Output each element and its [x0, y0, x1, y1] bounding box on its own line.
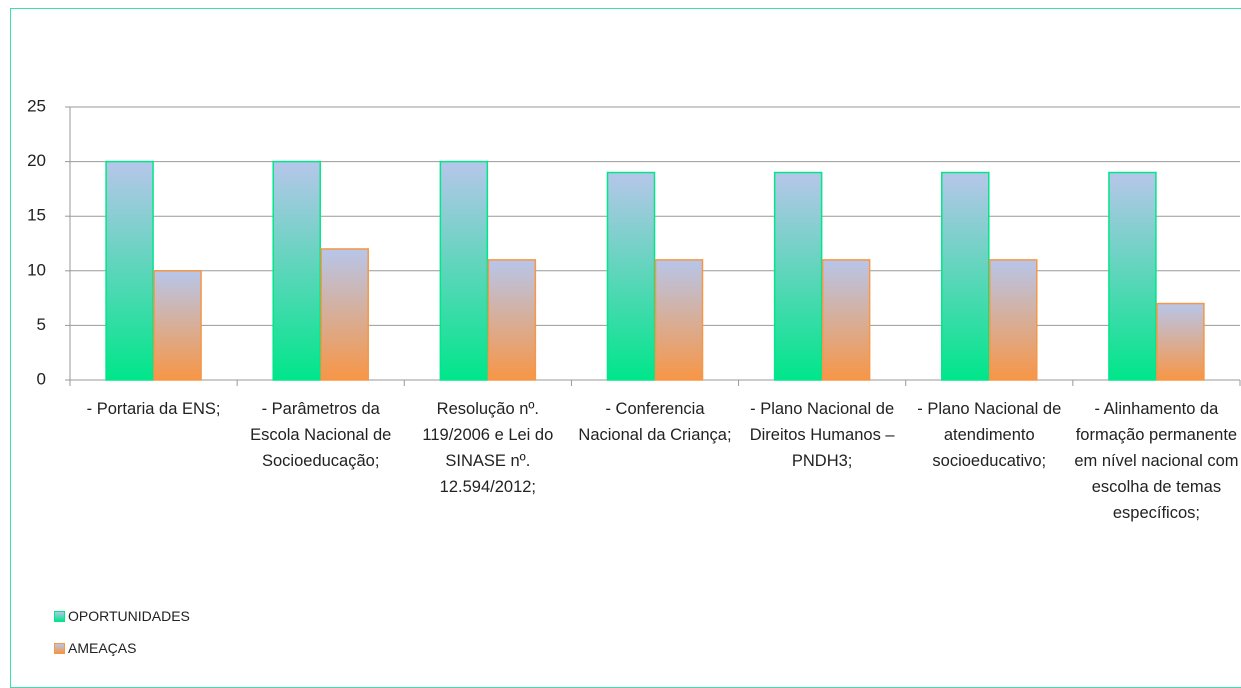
- y-tick-label: 25: [27, 96, 46, 115]
- y-tick-label: 15: [27, 206, 46, 225]
- legend-label: AMEAÇAS: [68, 640, 137, 656]
- x-tick-label: - Plano Nacional de atendimento socioedu…: [917, 400, 1062, 470]
- y-tick-label: 10: [27, 260, 46, 279]
- bar: [654, 259, 704, 381]
- y-tick-label: 20: [27, 151, 46, 170]
- bar: [1156, 302, 1205, 381]
- x-tick-label: - Parâmetros da Escola Nacional de Socio…: [250, 400, 392, 470]
- legend-item: OPORTUNIDADES: [54, 608, 190, 624]
- x-tick-label: - Portaria da ENS;: [86, 400, 221, 418]
- bar: [105, 160, 154, 381]
- bar: [773, 171, 823, 381]
- x-tick-label: - Plano Nacional de Direitos Humanos – P…: [749, 400, 895, 470]
- legend-item: AMEAÇAS: [54, 640, 136, 656]
- bar: [153, 270, 202, 381]
- bar: [606, 171, 656, 381]
- bar: [272, 160, 321, 381]
- bar: [1108, 171, 1157, 381]
- x-tick-label: Resolução nº. 119/2006 e Lei do SINASE n…: [422, 400, 554, 496]
- legend-label: OPORTUNIDADES: [68, 608, 190, 624]
- legend-swatch: [54, 610, 65, 622]
- x-tick-label: - Alinhamento da formação permanente em …: [1074, 400, 1239, 522]
- bar: [941, 171, 990, 381]
- bar: [320, 248, 369, 381]
- bar: [821, 259, 871, 381]
- bar: [439, 160, 489, 381]
- x-tick-label: - Conferencia Nacional da Criança;: [578, 400, 732, 444]
- bar: [487, 259, 537, 381]
- y-tick-label: 5: [37, 315, 46, 334]
- legend-swatch: [54, 642, 65, 654]
- y-tick-label: 0: [37, 369, 46, 388]
- bar: [989, 259, 1038, 381]
